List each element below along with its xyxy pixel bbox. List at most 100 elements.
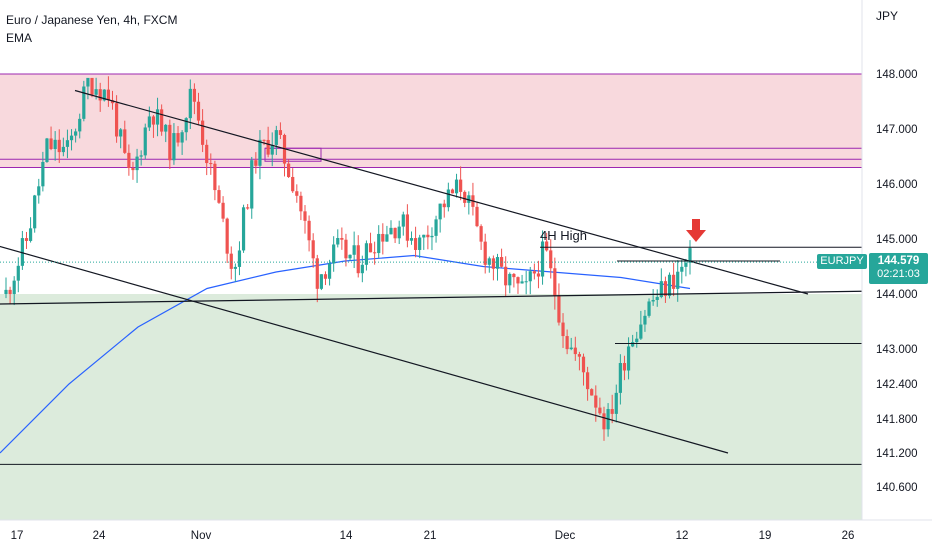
price-tick-label: 141.200 bbox=[876, 448, 918, 460]
candle-body bbox=[327, 263, 332, 279]
candle-body bbox=[20, 238, 24, 266]
candle-body bbox=[594, 395, 598, 408]
candle-body bbox=[278, 130, 283, 135]
price-tick-label: 145.000 bbox=[876, 234, 918, 246]
candle-body bbox=[233, 266, 237, 269]
candle-body bbox=[610, 409, 614, 414]
price-tick-label: 148.000 bbox=[876, 69, 918, 81]
inner-zone-box bbox=[264, 147, 322, 162]
candle-body bbox=[192, 88, 197, 102]
candle-body bbox=[532, 271, 536, 274]
candles-layer bbox=[4, 76, 692, 441]
candle-body bbox=[135, 156, 139, 171]
candle-body bbox=[270, 144, 274, 155]
down-arrow-icon bbox=[686, 219, 706, 242]
candle-body bbox=[430, 235, 434, 238]
candle-body bbox=[401, 214, 405, 227]
price-tick-label: 143.000 bbox=[876, 344, 918, 356]
candle-body bbox=[127, 152, 131, 169]
candle-body bbox=[389, 227, 393, 235]
candle-body bbox=[33, 195, 37, 229]
time-tick-label: Nov bbox=[191, 530, 212, 542]
candle-body bbox=[250, 160, 254, 209]
candle-body bbox=[53, 139, 57, 150]
candle-body bbox=[479, 226, 483, 242]
candle-body bbox=[196, 101, 201, 121]
candle-body bbox=[303, 211, 307, 221]
candle-body bbox=[205, 144, 209, 164]
candle-body bbox=[254, 160, 258, 166]
candle-body bbox=[586, 372, 590, 390]
bar-countdown: 02:21:03 bbox=[877, 268, 920, 280]
indicator-label[interactable]: EMA bbox=[6, 31, 33, 45]
candle-body bbox=[28, 228, 33, 241]
candle-body bbox=[16, 265, 20, 281]
candle-body bbox=[590, 389, 594, 396]
candle-body bbox=[241, 207, 246, 251]
candle-body bbox=[258, 139, 262, 166]
candle-body bbox=[176, 133, 180, 143]
candle-body bbox=[405, 214, 409, 241]
candle-body bbox=[622, 363, 627, 371]
last-price-value: 144.579 bbox=[877, 255, 920, 267]
candle-body bbox=[635, 338, 639, 343]
candle-body bbox=[311, 240, 315, 259]
candle-body bbox=[463, 191, 467, 203]
trendline-3 bbox=[0, 290, 863, 305]
candle-body bbox=[307, 220, 311, 241]
candle-body bbox=[332, 244, 336, 264]
candle-body bbox=[143, 127, 147, 156]
candle-body bbox=[434, 219, 438, 236]
candle-body bbox=[344, 239, 348, 259]
price-tick-label: 142.400 bbox=[876, 379, 918, 391]
time-axis[interactable]: 17 24 Nov 14 21 Dec 12 19 26 bbox=[11, 530, 855, 542]
candle-body bbox=[393, 227, 397, 239]
candle-body bbox=[45, 138, 49, 162]
candle-body bbox=[504, 266, 508, 286]
candle-body bbox=[618, 363, 622, 393]
candle-body bbox=[381, 233, 385, 242]
candle-body bbox=[450, 189, 455, 194]
last-price-badge: 144.579 02:21:03 bbox=[869, 253, 928, 284]
candle-body bbox=[319, 274, 323, 289]
candle-body bbox=[598, 407, 602, 414]
candle-body bbox=[352, 245, 356, 255]
demand-zone bbox=[0, 294, 862, 520]
candle-body bbox=[565, 336, 569, 350]
time-tick-label: 12 bbox=[676, 530, 689, 542]
candle-body bbox=[200, 120, 205, 145]
candle-body bbox=[626, 346, 631, 371]
price-axis[interactable]: 148.000 147.000 146.000 145.000 144.000 143.0… bbox=[876, 69, 918, 494]
candle-body bbox=[139, 155, 143, 157]
candle-body bbox=[639, 324, 643, 339]
candle-body bbox=[422, 234, 426, 238]
time-tick-label: 21 bbox=[424, 530, 437, 542]
time-tick-label: 24 bbox=[93, 530, 106, 542]
candle-body bbox=[540, 241, 545, 277]
candle-body bbox=[487, 258, 491, 265]
candle-body bbox=[614, 392, 618, 414]
candle-body bbox=[659, 281, 663, 298]
candle-body bbox=[86, 77, 90, 87]
candle-body bbox=[74, 131, 78, 136]
candle-body bbox=[246, 207, 250, 209]
candle-body bbox=[536, 273, 541, 277]
candle-body bbox=[131, 168, 135, 171]
candle-body bbox=[180, 132, 184, 143]
candle-body bbox=[602, 413, 606, 430]
currency-label: JPY bbox=[876, 9, 898, 23]
trendline-1 bbox=[74, 89, 809, 295]
candle-body bbox=[155, 109, 160, 125]
candle-body bbox=[676, 271, 680, 289]
candle-body bbox=[78, 118, 82, 132]
candle-body bbox=[680, 266, 684, 272]
candle-body bbox=[164, 124, 168, 132]
candle-body bbox=[225, 218, 229, 254]
candle-body bbox=[41, 161, 45, 187]
candle-body bbox=[655, 297, 659, 300]
candle-body bbox=[360, 264, 364, 274]
candle-body bbox=[545, 241, 549, 251]
candle-body bbox=[549, 250, 553, 269]
price-tick-label: 147.000 bbox=[876, 124, 918, 136]
